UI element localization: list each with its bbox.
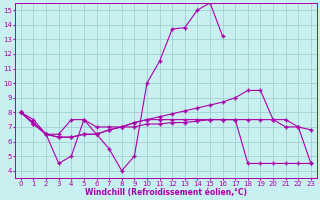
X-axis label: Windchill (Refroidissement éolien,°C): Windchill (Refroidissement éolien,°C) (85, 188, 247, 197)
